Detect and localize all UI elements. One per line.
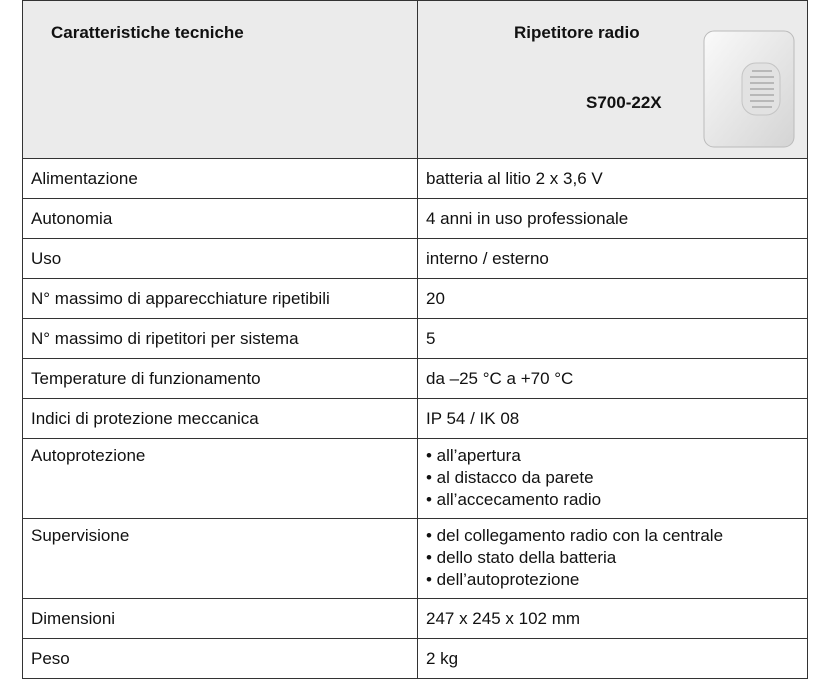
spec-row: Autonomia 4 anni in uso professionale xyxy=(22,198,808,239)
header-row: Caratteristiche tecniche Ripetitore radi… xyxy=(22,0,808,159)
spec-label-cell: Alimentazione xyxy=(22,158,418,199)
header-cell: Caratteristiche tecniche xyxy=(22,0,418,159)
spec-row: Peso 2 kg xyxy=(22,638,808,679)
spec-value: batteria al litio 2 x 3,6 V xyxy=(426,169,603,188)
spec-row: Alimentazione batteria al litio 2 x 3,6 V xyxy=(22,158,808,199)
spec-row: N° massimo di ripetitori per sistema 5 xyxy=(22,318,808,359)
spec-value-cell: 20 xyxy=(417,278,808,319)
spec-label-cell: Temperature di funzionamento xyxy=(22,358,418,399)
spec-label: Peso xyxy=(31,649,70,668)
spec-row: Autoprotezione • all’apertura • al distacc… xyxy=(22,438,808,519)
product-model: S700-22X xyxy=(586,93,662,112)
spec-value: da –25 °C a +70 °C xyxy=(426,369,574,388)
spec-value-cell: • all’apertura • al distacco da parete • a… xyxy=(417,438,808,519)
spec-value: 5 xyxy=(426,329,436,348)
header-title: Caratteristiche tecniche xyxy=(51,23,244,42)
spec-label-cell: Autoprotezione xyxy=(22,438,418,519)
product-name: Ripetitore radio xyxy=(514,23,640,42)
spec-value: • dell’autoprotezione xyxy=(426,570,580,589)
spec-label: Indici di protezione meccanica xyxy=(31,409,259,428)
spec-label-cell: N° massimo di apparecchiature ripetibili xyxy=(22,278,418,319)
spec-label-cell: N° massimo di ripetitori per sistema xyxy=(22,318,418,359)
spec-value: • all’accecamento radio xyxy=(426,490,602,509)
spec-value: • del collegamento radio con la centrale xyxy=(426,526,724,545)
spec-label-cell: Uso xyxy=(22,238,418,279)
spec-value-cell: interno / esterno xyxy=(417,238,808,279)
spec-value: • all’apertura xyxy=(426,446,521,465)
spec-label: N° massimo di ripetitori per sistema xyxy=(31,329,299,348)
spec-label: N° massimo di apparecchiature ripetibili xyxy=(31,289,330,308)
spec-value-cell: 2 kg xyxy=(417,638,808,679)
spec-value-cell: batteria al litio 2 x 3,6 V xyxy=(417,158,808,199)
spec-value-cell: 247 x 245 x 102 mm xyxy=(417,598,808,639)
spec-value-cell: 5 xyxy=(417,318,808,359)
spec-value: 4 anni in uso professionale xyxy=(426,209,629,228)
spec-value-cell: IP 54 / IK 08 xyxy=(417,398,808,439)
spec-label: Alimentazione xyxy=(31,169,138,188)
spec-value: • dello stato della batteria xyxy=(426,548,617,567)
spec-label-cell: Indici di protezione meccanica xyxy=(22,398,418,439)
spec-value-cell: 4 anni in uso professionale xyxy=(417,198,808,239)
spec-row: Dimensioni 247 x 245 x 102 mm xyxy=(22,598,808,639)
spec-label: Uso xyxy=(31,249,62,268)
spec-row: Uso interno / esterno xyxy=(22,238,808,279)
spec-table: Caratteristiche tecniche Ripetitore radi… xyxy=(22,0,808,679)
spec-label: Autonomia xyxy=(31,209,113,228)
spec-value: IP 54 / IK 08 xyxy=(426,409,520,428)
spec-label: Supervisione xyxy=(31,526,130,545)
spec-label-cell: Supervisione xyxy=(22,518,418,599)
spec-row: N° massimo di apparecchiature ripetibili… xyxy=(22,278,808,319)
spec-label-cell: Dimensioni xyxy=(22,598,418,639)
spec-value: 2 kg xyxy=(426,649,459,668)
spec-label: Autoprotezione xyxy=(31,446,146,465)
spec-value-cell: • del collegamento radio con la centrale… xyxy=(417,518,808,599)
spec-value-cell: da –25 °C a +70 °C xyxy=(417,358,808,399)
spec-row: Supervisione • del collegamento radio con… xyxy=(22,518,808,599)
spec-value: interno / esterno xyxy=(426,249,549,268)
spec-value: 247 x 245 x 102 mm xyxy=(426,609,581,628)
spec-label-cell: Peso xyxy=(22,638,418,679)
header-cell: Ripetitore radio S700-22X xyxy=(417,0,808,159)
spec-value: 20 xyxy=(426,289,445,308)
spec-row: Temperature di funzionamento da –25 °C a … xyxy=(22,358,808,399)
spec-label: Dimensioni xyxy=(31,609,116,628)
spec-label-cell: Autonomia xyxy=(22,198,418,239)
spec-label: Temperature di funzionamento xyxy=(31,369,261,388)
spec-row: Indici di protezione meccanica IP 54 / IK… xyxy=(22,398,808,439)
spec-value: • al distacco da parete xyxy=(426,468,594,487)
product-image xyxy=(703,30,795,148)
